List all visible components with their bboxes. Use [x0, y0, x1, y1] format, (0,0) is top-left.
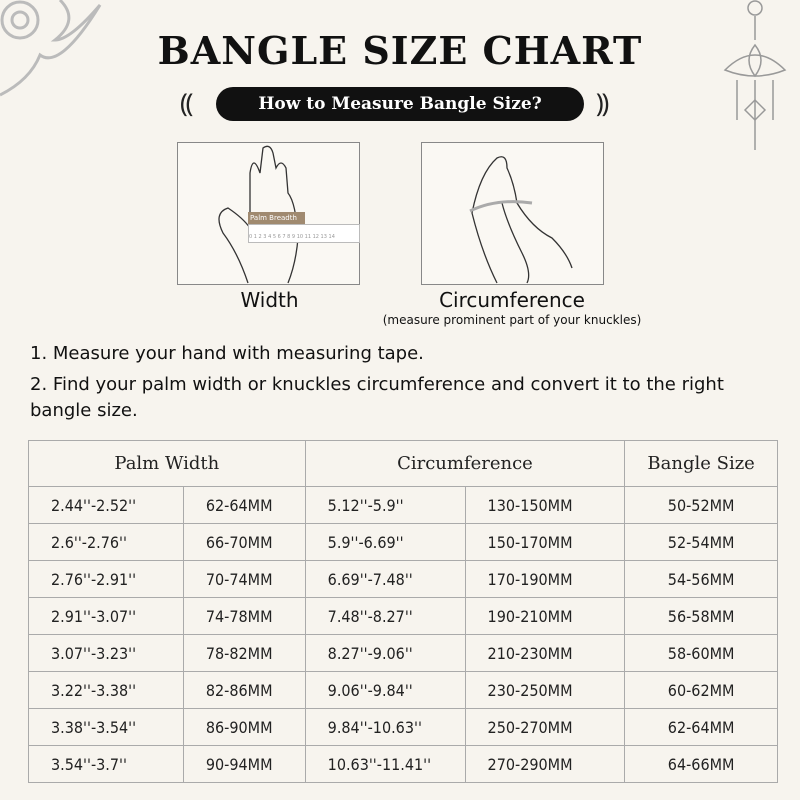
lotus-hanging-decoration — [723, 0, 787, 150]
subtitle-banner: How to Measure Bangle Size? — [216, 87, 584, 121]
header-palm-width: Palm Width — [28, 440, 306, 487]
header-circumference: Circumference — [304, 440, 626, 487]
table-row: 3.22''-3.38'' 82-86MM 9.06''-9.84'' 230-250… — [28, 671, 778, 709]
ruler: 0 1 2 3 4 5 6 7 8 9 10 11 12 13 14 — [248, 224, 360, 243]
circumference-mm: 250-270MM — [464, 708, 626, 746]
palm-width-mm: 78-82MM — [182, 634, 306, 672]
circumference-inches: 7.48''-8.27'' — [304, 597, 466, 635]
palm-width-mm: 90-94MM — [182, 745, 306, 783]
circumference-caption: Circumference — [439, 288, 585, 312]
circumference-mm: 270-290MM — [464, 745, 626, 783]
palm-width-inches: 3.07''-3.23'' — [28, 634, 184, 672]
mandala-corner-decoration — [0, 0, 102, 97]
circumference-note: (measure prominent part of your knuckles… — [382, 313, 642, 327]
palm-width-mm: 82-86MM — [182, 671, 306, 709]
palm-width-mm: 74-78MM — [182, 597, 306, 635]
step-1: 1. Measure your hand with measuring tape… — [30, 343, 424, 364]
width-illustration: Palm Breadth 0 1 2 3 4 5 6 7 8 9 10 11 1… — [177, 142, 360, 285]
palm-width-inches: 2.76''-2.91'' — [28, 560, 184, 598]
circumference-mm: 170-190MM — [464, 560, 626, 598]
circumference-inches: 9.06''-9.84'' — [304, 671, 466, 709]
circumference-inches: 5.12''-5.9'' — [304, 486, 466, 524]
circumference-inches: 9.84''-10.63'' — [304, 708, 466, 746]
table-row: 2.6''-2.76'' 66-70MM 5.9''-6.69'' 150-170MM… — [28, 523, 778, 561]
palm-width-inches: 3.54''-3.7'' — [28, 745, 184, 783]
palm-width-mm: 66-70MM — [182, 523, 306, 561]
table-row: 2.91''-3.07'' 74-78MM 7.48''-8.27'' 190-210… — [28, 597, 778, 635]
circumference-mm: 210-230MM — [464, 634, 626, 672]
palm-width-inches: 3.22''-3.38'' — [28, 671, 184, 709]
right-flourish-icon: ⸩ — [596, 89, 610, 119]
palm-width-mm: 70-74MM — [182, 560, 306, 598]
size-table: Palm Width Circumference Bangle Size 2.4… — [28, 440, 778, 783]
circumference-inches: 5.9''-6.69'' — [304, 523, 466, 561]
page-title: BANGLE SIZE CHART — [157, 28, 643, 73]
bangle-size: 52-54MM — [624, 523, 778, 561]
table-row: 2.44''-2.52'' 62-64MM 5.12''-5.9'' 130-150M… — [28, 486, 778, 524]
table-row: 3.54''-3.7'' 90-94MM 10.63''-11.41'' 270-29… — [28, 745, 778, 783]
bangle-size: 56-58MM — [624, 597, 778, 635]
bangle-size: 54-56MM — [624, 560, 778, 598]
palm-width-inches: 3.38''-3.54'' — [28, 708, 184, 746]
table-row: 2.76''-2.91'' 70-74MM 6.69''-7.48'' 170-190… — [28, 560, 778, 598]
bangle-size: 50-52MM — [624, 486, 778, 524]
width-caption: Width — [240, 288, 299, 312]
knuckle-hand-icon — [469, 156, 573, 284]
circumference-inches: 8.27''-9.06'' — [304, 634, 466, 672]
circumference-mm: 190-210MM — [464, 597, 626, 635]
bangle-size: 60-62MM — [624, 671, 778, 709]
circumference-mm: 230-250MM — [464, 671, 626, 709]
bangle-size: 62-64MM — [624, 708, 778, 746]
header-bangle-size: Bangle Size — [624, 440, 778, 487]
table-header-row: Palm Width Circumference Bangle Size — [28, 440, 778, 487]
circumference-inches: 10.63''-11.41'' — [304, 745, 466, 783]
palm-width-inches: 2.6''-2.76'' — [28, 523, 184, 561]
step-2: 2. Find your palm width or knuckles circ… — [30, 374, 724, 421]
circumference-inches: 6.69''-7.48'' — [304, 560, 466, 598]
bangle-size: 64-66MM — [624, 745, 778, 783]
circumference-mm: 130-150MM — [464, 486, 626, 524]
bangle-size: 58-60MM — [624, 634, 778, 672]
palm-width-inches: 2.44''-2.52'' — [28, 486, 184, 524]
circumference-mm: 150-170MM — [464, 523, 626, 561]
table-row: 3.07''-3.23'' 78-82MM 8.27''-9.06'' 210-230… — [28, 634, 778, 672]
palm-width-mm: 86-90MM — [182, 708, 306, 746]
table-row: 3.38''-3.54'' 86-90MM 9.84''-10.63'' 250-27… — [28, 708, 778, 746]
palm-width-inches: 2.91''-3.07'' — [28, 597, 184, 635]
left-flourish-icon: ⸨ — [180, 89, 194, 119]
palm-breadth-label: Palm Breadth — [248, 212, 305, 224]
palm-width-mm: 62-64MM — [182, 486, 306, 524]
circumference-illustration — [421, 142, 604, 285]
